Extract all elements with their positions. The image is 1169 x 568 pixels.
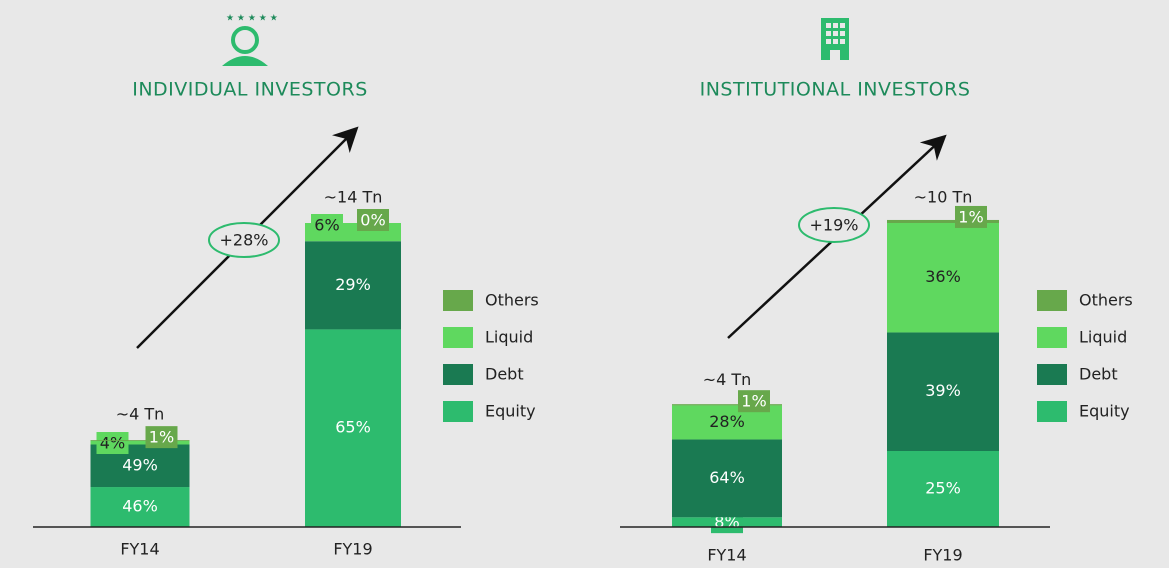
x-tick-label: FY14 <box>707 546 746 565</box>
bar-segment <box>90 487 190 527</box>
legend-swatch <box>1037 290 1067 311</box>
legend-swatch <box>443 364 473 385</box>
growth-ellipse <box>208 222 280 258</box>
bar-segment <box>672 439 782 518</box>
data-label: 0% <box>360 211 385 230</box>
data-label: 65% <box>335 418 371 437</box>
label-box <box>145 426 178 449</box>
data-label: 64% <box>709 468 745 487</box>
legend-swatch <box>1037 401 1067 422</box>
data-label: 39% <box>925 381 961 400</box>
legend-swatch <box>443 401 473 422</box>
bar-segment <box>305 241 401 330</box>
bar-segment <box>90 440 190 442</box>
legend-label: Liquid <box>1079 328 1127 347</box>
data-label: 49% <box>122 455 158 474</box>
x-tick-label: FY14 <box>120 540 159 559</box>
svg-text:★ ★ ★ ★ ★: ★ ★ ★ ★ ★ <box>226 14 278 24</box>
legend-label: Others <box>485 291 539 310</box>
legend-swatch <box>1037 327 1067 348</box>
label-box <box>311 214 343 236</box>
legend-swatch <box>443 290 473 311</box>
data-label: 1% <box>149 428 174 447</box>
label-box <box>738 390 770 413</box>
legend-label: Equity <box>1079 402 1130 421</box>
total-label: ~4 Tn <box>703 370 752 389</box>
person-icon: ★ ★ ★ ★ ★ <box>222 14 278 66</box>
bar-segment <box>672 404 782 406</box>
label-box <box>955 205 987 228</box>
data-label: 28% <box>709 412 745 431</box>
chart-title: INSTITUTIONAL INVESTORS <box>700 79 971 101</box>
legend-label: Debt <box>1079 365 1118 384</box>
data-label: 46% <box>122 497 158 516</box>
bar-segment <box>887 223 999 333</box>
data-label: 1% <box>741 392 766 411</box>
total-label: ~4 Tn <box>116 405 165 424</box>
x-tick-label: FY19 <box>333 540 372 559</box>
legend-label: Liquid <box>485 328 533 347</box>
data-label: 4% <box>100 434 125 453</box>
data-label: 25% <box>925 479 961 498</box>
legend-swatch <box>443 327 473 348</box>
legend-label: Equity <box>485 402 536 421</box>
legend-swatch <box>1037 364 1067 385</box>
legend-label: Others <box>1079 291 1133 310</box>
bar-segment <box>90 441 190 445</box>
data-label: 29% <box>335 275 371 294</box>
data-label: 36% <box>925 267 961 286</box>
building-icon <box>821 18 849 60</box>
legend-label: Debt <box>485 365 524 384</box>
total-label: ~10 Tn <box>914 188 973 207</box>
data-label: 1% <box>958 207 983 226</box>
data-label: 6% <box>314 216 339 235</box>
label-box <box>357 209 389 231</box>
total-label: ~14 Tn <box>324 188 383 207</box>
bar-segment <box>887 332 999 451</box>
growth-ellipse <box>798 207 870 243</box>
bar-segment <box>305 329 401 527</box>
label-box <box>96 432 129 455</box>
bar-segment <box>887 451 999 527</box>
growth-label: +19% <box>810 216 859 235</box>
x-tick-label: FY19 <box>923 546 962 565</box>
chart-title: INDIVIDUAL INVESTORS <box>132 79 368 101</box>
bar-segment <box>887 219 999 223</box>
growth-label: +28% <box>220 231 269 250</box>
